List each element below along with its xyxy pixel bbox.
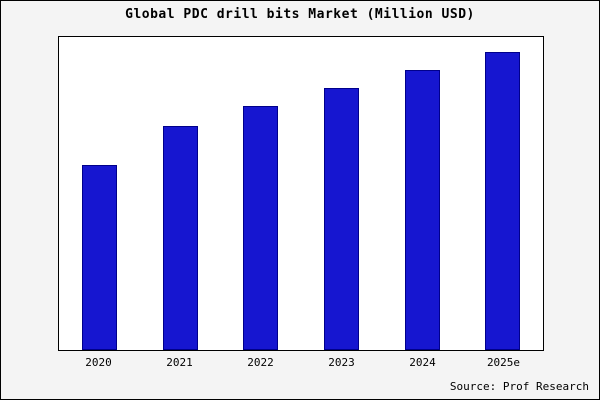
bar-2021: [162, 126, 198, 350]
source-credit: Source: Prof Research: [449, 380, 589, 393]
bar-2022: [243, 105, 279, 350]
x-tick-2021: 2021: [166, 356, 193, 369]
bar-slot-2025e: [462, 37, 543, 350]
x-tick-2025e: 2025e: [486, 356, 521, 369]
x-tick-2020: 2020: [85, 356, 112, 369]
bar-slot-2024: [382, 37, 463, 350]
x-axis-ticks: 2020 2021 2022 2023 2024 2025e: [58, 356, 544, 369]
x-tick-2024: 2024: [409, 356, 436, 369]
chart-title: Global PDC drill bits Market (Million US…: [125, 7, 475, 22]
x-tick-2022: 2022: [247, 356, 274, 369]
bar-2020: [81, 165, 117, 350]
bar-2025e: [485, 51, 521, 350]
plot-area: [58, 36, 544, 351]
bar-2024: [404, 69, 440, 350]
bars-container: [59, 37, 543, 350]
bar-slot-2020: [59, 37, 140, 350]
bar-slot-2023: [301, 37, 382, 350]
bar-slot-2022: [220, 37, 301, 350]
x-tick-2023: 2023: [328, 356, 355, 369]
bar-slot-2021: [140, 37, 221, 350]
bar-2023: [323, 87, 359, 350]
